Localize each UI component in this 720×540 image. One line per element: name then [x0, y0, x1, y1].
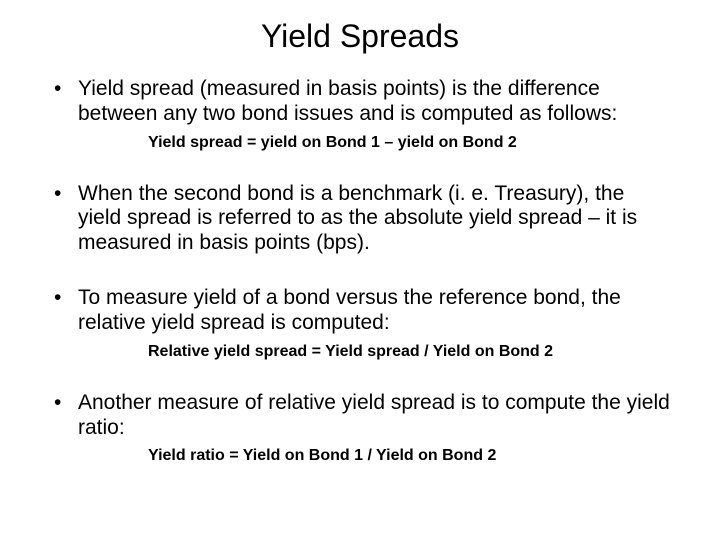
bullet-item: When the second bond is a benchmark (i. …: [54, 182, 670, 256]
slide-title: Yield Spreads: [40, 18, 680, 55]
bullet-text: Yield spread (measured in basis points) …: [78, 77, 617, 125]
bullet-text: When the second bond is a benchmark (i. …: [78, 182, 637, 255]
bullet-list: Yield spread (measured in basis points) …: [40, 77, 680, 465]
bullet-item: Yield spread (measured in basis points) …: [54, 77, 670, 152]
formula-text: Relative yield spread = Yield spread / Y…: [78, 342, 670, 361]
bullet-item: To measure yield of a bond versus the re…: [54, 286, 670, 361]
bullet-text: Another measure of relative yield spread…: [78, 391, 670, 439]
bullet-text: To measure yield of a bond versus the re…: [78, 286, 621, 334]
formula-text: Yield spread = yield on Bond 1 – yield o…: [78, 133, 670, 152]
formula-text: Yield ratio = Yield on Bond 1 / Yield on…: [78, 446, 670, 465]
slide: Yield Spreads Yield spread (measured in …: [0, 0, 720, 540]
bullet-item: Another measure of relative yield spread…: [54, 391, 670, 466]
